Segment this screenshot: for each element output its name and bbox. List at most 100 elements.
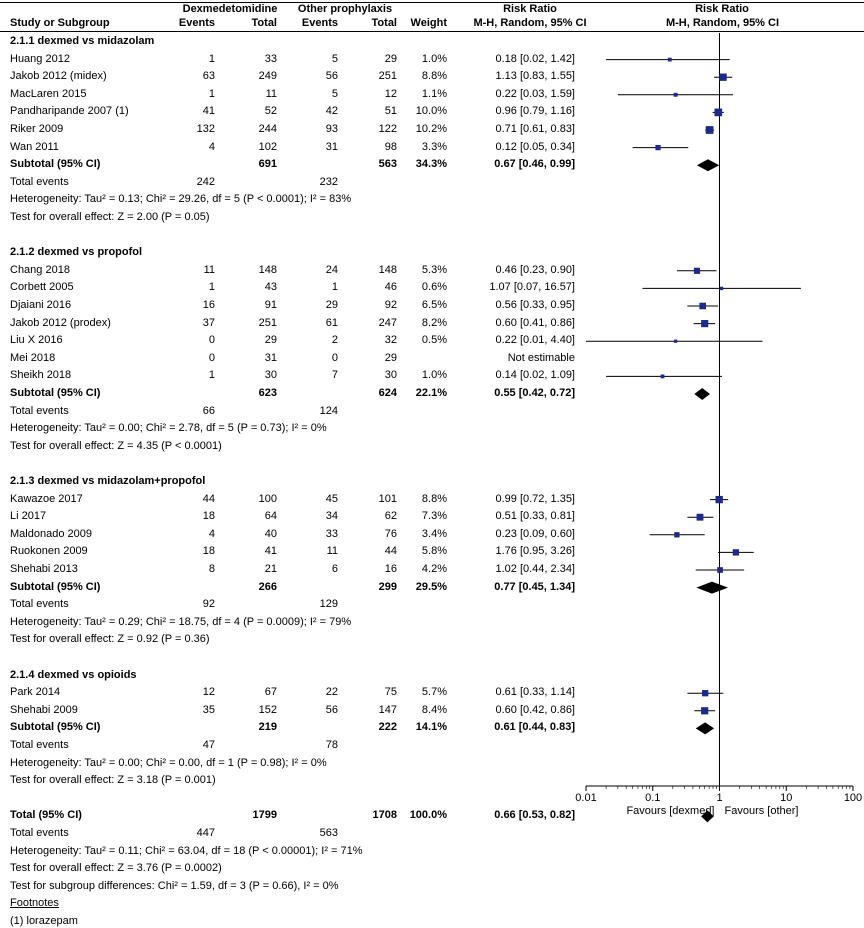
cell-n2: 29 [384, 351, 397, 364]
cell-n1: 266 [258, 580, 277, 593]
study-name: Ruokonen 2009 [10, 545, 88, 558]
cell-risk-ratio: 0.46 [0.23, 0.90] [495, 263, 575, 276]
cell-n2: 51 [384, 105, 397, 118]
group1-header: Dexmedetomidine [182, 3, 278, 15]
cell-e2: 232 [319, 175, 338, 188]
study-name: Riker 2009 [10, 123, 64, 135]
subtotal-label: Subtotal (95% CI) [10, 580, 101, 593]
cell-n2: 12 [384, 87, 397, 100]
cell-w: 8.8% [421, 70, 447, 83]
footnotes-title: Footnotes [10, 897, 59, 910]
cell-n1: 148 [258, 263, 277, 276]
cell-e2: 5 [331, 52, 338, 65]
cell-e2: 5 [331, 87, 338, 100]
cell-risk-ratio: 0.67 [0.46, 0.99] [494, 158, 575, 171]
total-events-label: Total events [10, 598, 69, 611]
x-tick-label: 0.01 [575, 792, 596, 804]
study-name: Park 2014 [10, 686, 61, 699]
cell-n2: 299 [378, 580, 397, 593]
cell-risk-ratio: 0.18 [0.02, 1.42] [495, 52, 575, 65]
cell-e1: 4 [208, 527, 215, 540]
cell-risk-ratio: 0.22 [0.01, 4.40] [495, 334, 575, 347]
cell-w: 6.5% [421, 299, 447, 311]
statistic-text: Heterogeneity: Tau² = 0.00; Chi² = 2.78,… [10, 422, 327, 435]
cell-n1: 244 [258, 123, 277, 135]
cell-n2: 92 [384, 299, 397, 311]
subtotal-label: Subtotal (95% CI) [10, 387, 101, 399]
cell-w: 0.5% [421, 334, 447, 347]
cell-n2: 148 [378, 263, 397, 276]
events2-header: Events [301, 17, 338, 29]
cell-w: 14.1% [415, 721, 447, 734]
cell-e2: 124 [319, 404, 338, 417]
statistic-text: (1) lorazepam [10, 915, 78, 927]
cell-n2: 222 [378, 721, 397, 734]
cell-n2: 46 [384, 281, 397, 294]
cell-risk-ratio: 0.51 [0.33, 0.81] [495, 510, 575, 523]
cell-n1: 64 [264, 510, 277, 523]
statistic-text: Heterogeneity: Tau² = 0.00; Chi² = 0.00,… [10, 756, 327, 769]
statistic-text: Test for overall effect: Z = 3.18 (P = 0… [10, 774, 216, 787]
plot-method-header: M-H, Random, 95% CI [665, 17, 780, 29]
cell-w: 7.3% [421, 510, 447, 523]
cell-n2: 32 [384, 334, 397, 347]
cell-e1: 18 [202, 510, 215, 523]
study-name: Li 2017 [10, 510, 47, 523]
cell-n2: 44 [384, 545, 397, 558]
cell-n1: 152 [258, 703, 277, 716]
cell-e1: 242 [196, 175, 215, 188]
cell-e1: 11 [203, 263, 215, 276]
cell-n1: 100 [258, 492, 277, 505]
study-point-estimate [655, 144, 661, 151]
statistic-text: Test for overall effect: Z = 4.35 (P < 0… [10, 439, 222, 452]
cell-risk-ratio: 0.23 [0.09, 0.60] [495, 527, 575, 540]
study-point-estimate [674, 532, 680, 538]
pooled-estimate-diamond [694, 388, 710, 400]
study-name: Huang 2012 [10, 52, 70, 65]
subgroup-heading: 2.1.3 dexmed vs midazolam+propofol [10, 475, 206, 487]
cell-e2: 34 [325, 510, 338, 523]
cell-n1: 102 [258, 140, 277, 153]
cell-e1: 0 [208, 334, 215, 347]
cell-n1: 52 [264, 105, 277, 118]
cell-w: 5.7% [421, 686, 447, 699]
study-point-estimate [696, 513, 704, 521]
total2-header: Total [371, 17, 397, 29]
cell-w: 5.8% [421, 545, 447, 558]
cell-risk-ratio: 0.99 [0.72, 1.35] [495, 492, 575, 505]
cell-n2: 563 [378, 158, 397, 171]
statistic-text: Heterogeneity: Tau² = 0.11; Chi² = 63.04… [10, 844, 363, 857]
cell-e1: 63 [202, 70, 215, 83]
study-name: Kawazoe 2017 [10, 492, 83, 505]
cell-e2: 31 [325, 140, 338, 153]
cell-n2: 122 [378, 123, 397, 135]
cell-n2: 76 [384, 527, 397, 540]
subgroup-heading: 2.1.1 dexmed vs midazolam [10, 35, 155, 47]
cell-e2: 129 [319, 598, 338, 611]
study-point-estimate [715, 495, 723, 504]
cell-e1: 12 [202, 686, 215, 699]
group2-header: Other prophylaxis [297, 3, 393, 15]
cell-risk-ratio: Not estimable [507, 351, 575, 364]
cell-e1: 8 [208, 563, 215, 575]
cell-w: 10.2% [415, 123, 447, 135]
cell-n1: 43 [264, 281, 277, 294]
total-events-label: Total events [10, 404, 69, 417]
cell-w: 3.4% [421, 527, 447, 540]
cell-risk-ratio: 0.60 [0.42, 0.86] [495, 703, 575, 716]
cell-n1: 1799 [252, 809, 277, 822]
favours-left-label: Favours [dexmed] [626, 805, 714, 817]
cell-risk-ratio: 0.55 [0.42, 0.72] [494, 387, 575, 399]
cell-n1: 219 [258, 721, 277, 734]
cell-risk-ratio: 1.76 [0.95, 3.26] [495, 545, 575, 558]
study-name: Mei 2018 [10, 351, 56, 364]
cell-n2: 30 [384, 369, 397, 382]
cell-e1: 92 [202, 598, 215, 611]
cell-n2: 1708 [372, 809, 397, 822]
cell-n2: 75 [384, 686, 397, 699]
pooled-estimate-diamond [695, 722, 715, 735]
cell-e1: 1 [208, 52, 215, 65]
cell-risk-ratio: 0.12 [0.05, 0.34] [495, 140, 575, 153]
cell-n1: 33 [264, 52, 277, 65]
study-point-estimate [693, 267, 701, 274]
